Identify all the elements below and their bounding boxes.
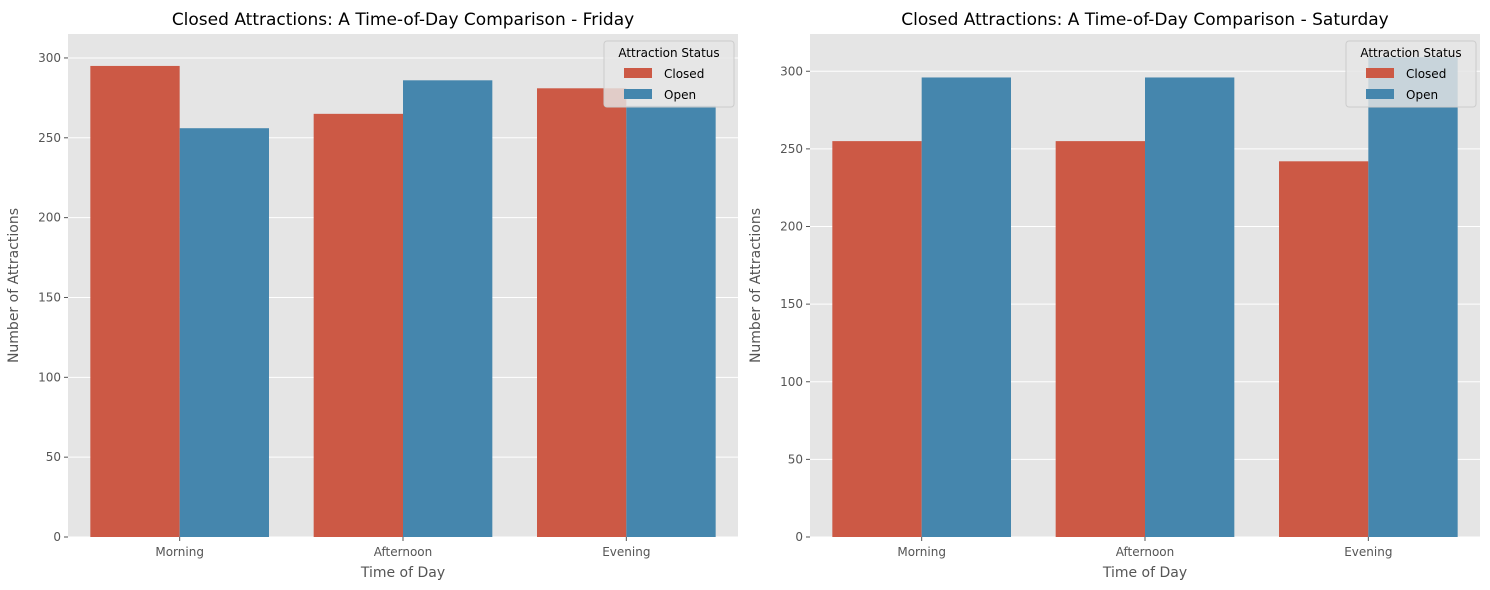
y-tick-label: 50	[46, 450, 61, 464]
legend-swatch-open	[624, 89, 652, 99]
x-tick-label: Evening	[1344, 545, 1392, 559]
legend-label-closed: Closed	[1406, 67, 1446, 81]
y-tick-label: 0	[53, 530, 61, 544]
y-tick-label: 100	[38, 370, 61, 384]
x-tick-label: Morning	[897, 545, 946, 559]
chart-title: Closed Attractions: A Time-of-Day Compar…	[901, 10, 1388, 30]
x-tick-label: Morning	[155, 545, 204, 559]
y-tick-label: 200	[38, 211, 61, 225]
x-axis-label: Time of Day	[1102, 565, 1187, 581]
legend-title: Attraction Status	[618, 46, 719, 60]
x-tick-label: Afternoon	[374, 545, 433, 559]
y-tick-label: 0	[795, 530, 803, 544]
legend-label-open: Open	[664, 88, 696, 102]
y-tick-label: 250	[780, 142, 803, 156]
y-tick-label: 100	[780, 375, 803, 389]
y-tick-label: 300	[38, 51, 61, 65]
y-tick-label: 150	[780, 297, 803, 311]
bar-open-afternoon	[403, 80, 493, 538]
y-tick-label: 50	[788, 452, 803, 466]
legend-title: Attraction Status	[1360, 46, 1461, 60]
bar-closed-evening	[1279, 161, 1369, 537]
bar-closed-evening	[537, 88, 627, 538]
x-tick-label: Afternoon	[1116, 545, 1175, 559]
x-tick-label: Evening	[602, 545, 650, 559]
y-axis-label: Number of Attractions	[748, 208, 764, 363]
legend-label-closed: Closed	[664, 67, 704, 81]
bar-closed-afternoon	[1055, 141, 1145, 538]
legend-swatch-open	[1366, 89, 1394, 99]
chart-title: Closed Attractions: A Time-of-Day Compar…	[172, 10, 634, 30]
bar-open-evening	[626, 105, 716, 537]
legend: Attraction Status Closed Open	[603, 40, 735, 108]
y-tick-label: 150	[38, 290, 61, 304]
legend: Attraction Status Closed Open	[1345, 40, 1477, 108]
y-tick-label: 250	[38, 131, 61, 145]
bar-closed-afternoon	[313, 113, 403, 537]
legend-label-open: Open	[1406, 88, 1438, 102]
chart-panel-2: 0 50 100 150 200 250 300 Morning Afternoon Evenin…	[748, 10, 1480, 581]
x-axis-label: Time of Day	[360, 565, 445, 581]
y-tick-label: 200	[780, 220, 803, 234]
y-tick-label: 300	[780, 64, 803, 78]
y-axis-label: Number of Attractions	[6, 208, 22, 363]
bar-open-morning	[179, 128, 269, 537]
bar-open-evening	[1368, 57, 1458, 537]
bar-open-morning	[921, 77, 1011, 537]
legend-swatch-closed	[1366, 68, 1394, 78]
chart-panel-1: 0 50 100 150 200 250 300 Morning Afternoon Evenin…	[6, 10, 738, 581]
bar-open-afternoon	[1145, 77, 1235, 537]
legend-swatch-closed	[624, 68, 652, 78]
bar-closed-morning	[90, 65, 180, 537]
bar-closed-morning	[832, 141, 922, 538]
